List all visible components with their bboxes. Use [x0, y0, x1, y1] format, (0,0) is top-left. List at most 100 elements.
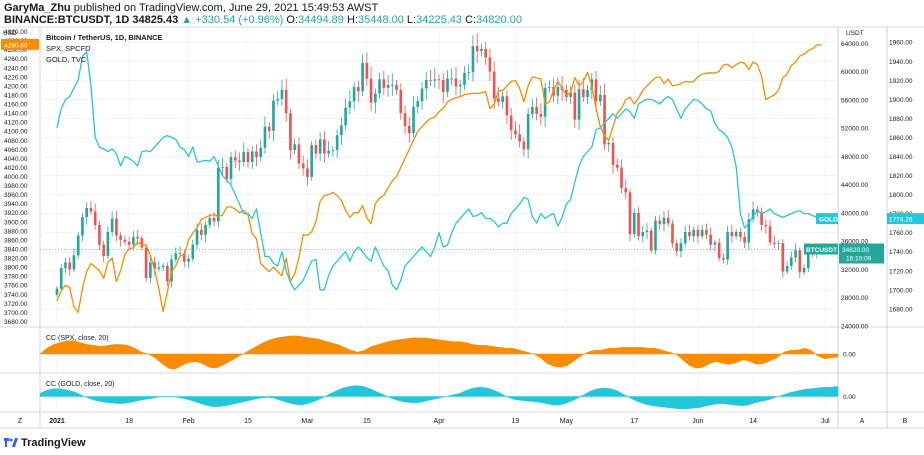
tradingview-logo-icon: [4, 438, 18, 447]
scale-b-button: B: [903, 418, 908, 425]
btc-candle-body: [183, 253, 186, 262]
symbol-info: BINANCE:BTCUSDT, 1D 34825.43 ▲ +330.54 (…: [4, 14, 522, 26]
left-axis-tick-label: 3920.00: [4, 210, 28, 217]
btc-candle-body: [586, 89, 589, 97]
btc-candle-body: [263, 126, 267, 148]
btc-candle-body: [407, 125, 411, 134]
left-axis-tick-label: 4000.00: [4, 174, 28, 181]
ohlc-high: 35448.00: [357, 14, 404, 26]
left-axis-tick-label: 4180.00: [4, 92, 28, 99]
btc-candle-body: [318, 139, 322, 154]
btc-axis-tick-label: 32000.00: [841, 267, 868, 274]
btc-candle-body: [637, 212, 640, 237]
btc-candle-body: [378, 79, 381, 94]
btc-candle-body: [424, 80, 428, 89]
btc-candle-body: [760, 212, 763, 225]
btc-candle-body: [344, 107, 347, 126]
btc-candle-body: [497, 98, 500, 102]
btc-candle-body: [463, 72, 466, 85]
btc-candle-body: [178, 253, 182, 254]
btc-axis-tick-label: 60000.00: [841, 69, 868, 76]
gold-axis-tick-label: 1760.00: [889, 230, 913, 237]
btc-candle-body: [798, 250, 802, 273]
btc-candle-body: [293, 144, 296, 150]
btc-candle-body: [416, 101, 420, 107]
btc-candle-body: [102, 244, 105, 257]
btc-candle-body: [199, 229, 203, 235]
btc-axis-tick-label: 44000.00: [841, 182, 868, 189]
btc-candle-body: [747, 219, 751, 243]
btc-candle-body: [717, 242, 721, 259]
btc-candle-body: [106, 231, 110, 257]
btc-candle-body: [475, 46, 479, 52]
btc-candle-body: [679, 243, 683, 252]
btc-candle-body: [671, 223, 674, 244]
btc-candle-body: [331, 149, 335, 151]
btc-candle-body: [280, 89, 284, 100]
btc-candle-body: [722, 258, 725, 260]
btc-candle-body: [352, 87, 356, 102]
btc-candle-body: [225, 166, 229, 179]
publish-info: GaryMa_Zhu published on TradingView.com,…: [4, 2, 378, 14]
btc-candle-body: [696, 229, 700, 237]
btc-candle-body: [68, 262, 72, 270]
btc-candle-body: [768, 226, 772, 243]
ohlc-c-label: C:: [465, 14, 477, 26]
btc-candle-body: [297, 144, 301, 164]
btc-candle-body: [658, 220, 662, 225]
btc-countdown-text: 16:10:09: [846, 256, 872, 263]
x-tick-label: Mar: [301, 418, 314, 425]
left-axis-tick-label: 4160.00: [4, 102, 28, 109]
left-axis-tick-label: 4320.00: [4, 29, 28, 36]
timezone-z-button: Z: [18, 418, 23, 425]
x-tick-label: Apr: [434, 418, 446, 425]
btc-axis-tick-label: 36000.00: [841, 239, 868, 246]
left-axis-tick-label: 4220.00: [4, 74, 28, 81]
btc-candle-body: [161, 265, 165, 268]
x-tick-label: 15: [244, 418, 252, 425]
btc-candle-body: [641, 231, 645, 237]
brand[interactable]: TradingView: [4, 437, 86, 449]
btc-candle-body: [89, 207, 93, 212]
ohlc-l-label: L:: [406, 14, 417, 26]
btc-candle-body: [85, 207, 89, 218]
btc-candle-body: [518, 134, 521, 142]
btc-name-tag-text: BTCUSDT: [806, 247, 837, 254]
cc-gold-pane-label: CC (GOLD, close, 20): [46, 381, 114, 388]
btc-candle-body: [649, 230, 653, 251]
btc-candle-body: [739, 231, 742, 237]
left-axis-tick-label: 3800.00: [4, 265, 28, 272]
ohlc-open: 34494.89: [298, 14, 344, 26]
left-axis-tick-label: 3780.00: [4, 274, 28, 281]
btc-candle-body: [675, 243, 679, 252]
left-axis-tick-label: 4120.00: [4, 120, 28, 127]
gold-axis-tick-label: 1820.00: [889, 173, 913, 180]
btc-candle-body: [174, 253, 178, 260]
gold-axis-tick-label: 1880.00: [889, 116, 913, 123]
btc-value-tag: [839, 243, 884, 264]
btc-axis-tick-label: 40000.00: [841, 210, 868, 217]
btc-candle-body: [361, 63, 364, 92]
btc-candle-body: [132, 236, 135, 245]
btc-candle-body: [284, 89, 288, 114]
btc-candle-body: [255, 151, 258, 158]
gold-name-tag-text: GOLD: [819, 217, 838, 224]
btc-candle-body: [777, 243, 780, 245]
btc-candle-body: [539, 113, 543, 117]
btc-candle-body: [276, 99, 280, 101]
btc-candle-body: [734, 231, 738, 237]
btc-candle-body: [683, 231, 687, 244]
symbol-label: BINANCE:BTCUSDT, 1D: [4, 14, 130, 26]
spx-last-tag: [1, 38, 39, 50]
publisher-name[interactable]: GaryMa_Zhu: [4, 2, 71, 14]
left-axis-tick-label: 3860.00: [4, 237, 28, 244]
btc-candle-body: [399, 89, 403, 114]
cc-spx-pane-area: [39, 335, 839, 370]
btc-candle-body: [238, 160, 241, 163]
btc-name-tag: [804, 243, 838, 255]
btc-candle-body: [357, 87, 360, 92]
btc-axis-tick-label: 56000.00: [841, 97, 868, 104]
btc-candle-body: [446, 78, 449, 93]
right-axis-currency: USDT: [846, 30, 864, 37]
